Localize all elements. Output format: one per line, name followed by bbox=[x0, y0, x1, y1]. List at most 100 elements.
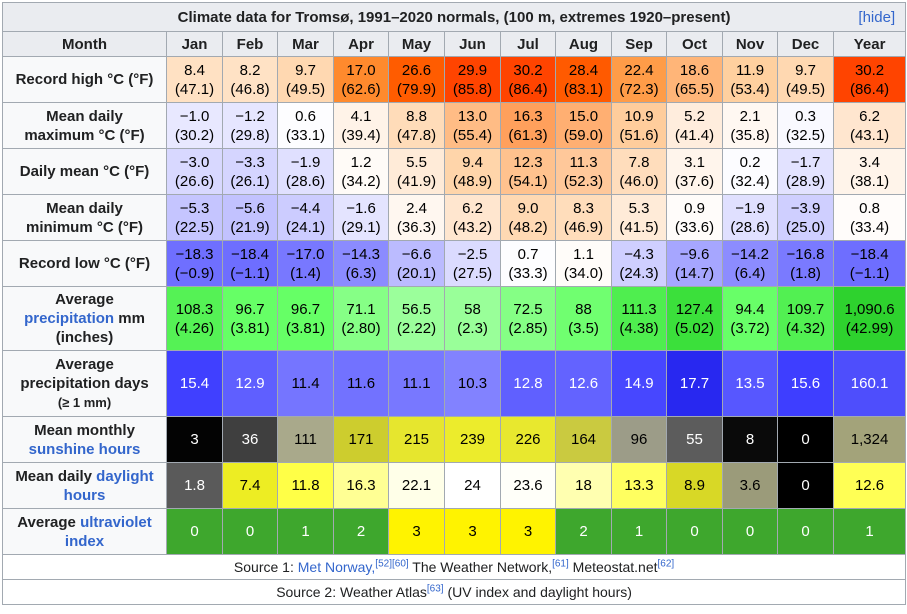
table-cell: 58 (2.3) bbox=[444, 286, 501, 351]
cell-value-alt-unit: (59.0) bbox=[563, 126, 604, 144]
cell-value: 58 bbox=[464, 300, 481, 318]
table-cell: 2.4 (36.3) bbox=[388, 194, 445, 241]
cell-value: 12.8 bbox=[513, 375, 543, 392]
table-cell: 0.3 (32.5) bbox=[777, 102, 834, 149]
index-link[interactable]: index bbox=[64, 532, 105, 550]
table-cell: 12.6 bbox=[832, 462, 907, 509]
table-cell: 1.8 bbox=[166, 462, 223, 509]
cell-value: 16.3 bbox=[346, 477, 376, 494]
cell-value: 1,324 bbox=[850, 431, 889, 448]
table-cell: −6.6 (20.1) bbox=[388, 240, 445, 287]
table-cell: 36 bbox=[222, 416, 278, 463]
table-cell: −1.2 (29.8) bbox=[222, 102, 278, 149]
cell-value-alt-unit: (65.5) bbox=[674, 80, 715, 98]
table-cell: −14.3 (6.3) bbox=[333, 240, 389, 287]
cell-value: 12.9 bbox=[235, 375, 265, 392]
met-norway-link[interactable]: Met Norway, bbox=[297, 558, 376, 575]
cell-value: 9.4 bbox=[462, 153, 483, 171]
cell-value: −5.6 bbox=[235, 199, 265, 217]
table-cell: 6.2 (43.1) bbox=[832, 102, 907, 149]
table-cell: 96.7 (3.81) bbox=[277, 286, 334, 351]
cell-value: −3.9 bbox=[790, 199, 821, 217]
table-cell: −3.0 (26.6) bbox=[166, 148, 223, 195]
cell-value-alt-unit: (2.3) bbox=[457, 319, 488, 337]
sunshine-hours-row: Mean monthly sunshine hours 3 36 111 171 215 23… bbox=[2, 416, 907, 463]
table-cell: 164 bbox=[555, 416, 612, 463]
cell-value: 0 bbox=[801, 477, 810, 494]
hours-link[interactable]: hours bbox=[63, 486, 106, 504]
cell-value-alt-unit: (38.1) bbox=[849, 172, 890, 190]
table-cell: 11.4 bbox=[277, 350, 334, 417]
table-cell: −16.8 (1.8) bbox=[777, 240, 834, 287]
cell-value: 72.5 bbox=[513, 300, 543, 318]
cell-value-alt-unit: (36.3) bbox=[396, 218, 437, 236]
table-cell: −2.5 (27.5) bbox=[444, 240, 501, 287]
table-cell: 6.2 (43.2) bbox=[444, 194, 501, 241]
table-cell: 56.5 (2.22) bbox=[388, 286, 445, 351]
cell-value: 10.3 bbox=[457, 375, 488, 392]
table-cell: 11.8 bbox=[277, 462, 334, 509]
precipitation-link[interactable]: precipitation bbox=[24, 310, 115, 327]
table-cell: −3.3 (26.1) bbox=[222, 148, 278, 195]
table-cell: 0 bbox=[666, 508, 723, 555]
sunshine-hours-link[interactable]: sunshine hours bbox=[28, 440, 141, 458]
hide-toggle[interactable]: [hide] bbox=[858, 9, 896, 26]
cell-value-alt-unit: (21.9) bbox=[230, 218, 270, 236]
daylight-link[interactable]: daylight bbox=[96, 467, 154, 485]
table-cell: 108.3 (4.26) bbox=[166, 286, 223, 351]
ref-61[interactable]: [61] bbox=[552, 557, 569, 569]
table-cell: 239 bbox=[444, 416, 501, 463]
table-cell: 0 bbox=[722, 508, 778, 555]
source-1-row: Source 1: Met Norway,[52][60] The Weathe… bbox=[1, 554, 907, 580]
cell-value: −1.9 bbox=[735, 199, 765, 217]
table-cell: 7.8 (46.0) bbox=[611, 148, 667, 195]
table-cell: 12.6 bbox=[555, 350, 612, 417]
table-cell: 14.9 bbox=[611, 350, 667, 417]
table-cell: 3 bbox=[500, 508, 556, 555]
table-cell: 0.9 (33.6) bbox=[666, 194, 723, 241]
cell-value-alt-unit: (6.4) bbox=[734, 264, 766, 282]
cell-value: 15.4 bbox=[179, 375, 210, 392]
table-cell: 3.4 (38.1) bbox=[832, 148, 907, 195]
table-cell: 4.1 (39.4) bbox=[333, 102, 389, 149]
cell-value: −1.2 bbox=[235, 107, 265, 125]
cell-value-alt-unit: (79.9) bbox=[396, 80, 437, 98]
cell-value: −16.8 bbox=[786, 245, 825, 263]
hide-link[interactable]: hide bbox=[862, 9, 891, 26]
cell-value-alt-unit: (−0.9) bbox=[174, 264, 215, 282]
table-cell: 9.4 (48.9) bbox=[444, 148, 501, 195]
table-cell: 9.0 (48.2) bbox=[500, 194, 556, 241]
daily-mean-label: Daily mean °C (°F) bbox=[2, 148, 167, 195]
table-cell: 9.7 (49.5) bbox=[277, 56, 334, 103]
table-cell: 127.4 (5.02) bbox=[666, 286, 723, 351]
table-cell: 11.9 (53.4) bbox=[722, 56, 778, 103]
cell-value-alt-unit: (46.9) bbox=[563, 218, 604, 236]
ref-52-60[interactable]: [52][60] bbox=[375, 557, 409, 569]
cell-value: 1 bbox=[301, 523, 310, 540]
cell-value: 30.2 bbox=[513, 61, 543, 79]
cell-value: 11.9 bbox=[735, 61, 765, 79]
ultraviolet-link[interactable]: ultraviolet bbox=[80, 513, 152, 531]
cell-value-alt-unit: (2.80) bbox=[341, 319, 381, 337]
table-cell: 171 bbox=[333, 416, 389, 463]
cell-value: 5.2 bbox=[684, 107, 705, 125]
cell-value: 0 bbox=[190, 523, 199, 540]
month-header-oct: Oct bbox=[666, 31, 723, 57]
cell-value: 2 bbox=[356, 523, 366, 540]
cell-value-alt-unit: (5.02) bbox=[674, 319, 715, 337]
cell-value-alt-unit: (51.6) bbox=[619, 126, 659, 144]
table-cell: −5.3 (22.5) bbox=[166, 194, 223, 241]
table-cell: 30.2 (86.4) bbox=[500, 56, 556, 103]
ref-62[interactable]: [62] bbox=[657, 557, 675, 569]
cell-value-alt-unit: (43.1) bbox=[849, 126, 890, 144]
header-row: Month Jan Feb Mar Apr May Jun Jul Aug Sep Oct Nov D… bbox=[2, 31, 907, 57]
cell-value: 9.7 bbox=[295, 61, 316, 79]
table-cell: 8.9 bbox=[666, 462, 723, 509]
table-cell: 2 bbox=[333, 508, 389, 555]
caption-text: Climate data for Tromsø, 1991–2020 norma… bbox=[177, 8, 731, 26]
month-header-feb: Feb bbox=[222, 31, 278, 57]
table-cell: 11.6 bbox=[333, 350, 389, 417]
cell-value: 13.0 bbox=[457, 107, 488, 125]
cell-value-alt-unit: (39.4) bbox=[341, 126, 381, 144]
ref-63[interactable]: [63] bbox=[426, 582, 444, 594]
